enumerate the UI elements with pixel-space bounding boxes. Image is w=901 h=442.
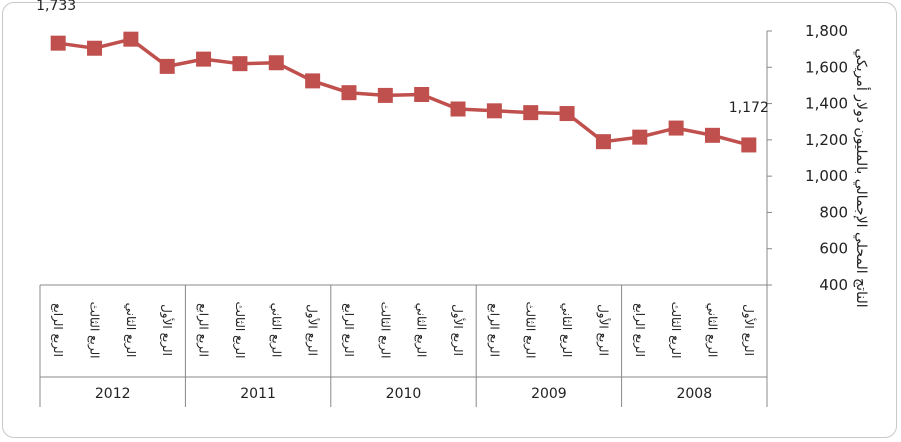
y-tick-label: 1,400 <box>805 95 848 113</box>
quarter-label: الربع الأول <box>741 304 757 356</box>
quarter-label: الربع الثالث <box>668 302 683 359</box>
quarter-label: الربع الأول <box>450 304 466 356</box>
y-tick-label: 600 <box>819 240 848 258</box>
data-point-marker <box>414 87 430 102</box>
data-label: 1,733 <box>36 0 76 14</box>
y-tick-label: 1,600 <box>805 58 848 76</box>
data-labels: 1,172 1,733 <box>36 0 769 116</box>
data-point-marker <box>196 51 212 67</box>
data-point-marker <box>523 105 539 121</box>
data-point-marker <box>123 31 139 47</box>
year-label: 2011 <box>240 386 276 402</box>
quarter-label: الربع الرابع <box>196 303 211 357</box>
year-label: 2012 <box>95 386 131 402</box>
data-point-marker <box>450 101 466 117</box>
quarter-label: الربع الثالث <box>523 302 538 359</box>
data-point-marker <box>87 40 103 56</box>
quarter-label: الربع الثالث <box>377 302 392 359</box>
year-label: 2010 <box>386 386 422 402</box>
data-point-marker <box>341 85 357 101</box>
series-points <box>50 31 757 153</box>
quarter-label: الربع الرابع <box>632 303 647 357</box>
y-axis-label: الناتج المحلي الإجمالي بالمليون دولار أم… <box>853 48 871 307</box>
data-point-marker <box>232 56 248 72</box>
y-tick-label: 800 <box>819 203 848 221</box>
quarter-label: الربع الثاني <box>559 303 574 358</box>
quarter-label: الربع الثاني <box>414 303 429 358</box>
y-tick-label: 1,200 <box>805 131 848 149</box>
year-label: 2009 <box>531 386 567 402</box>
quarter-label: الربع الأول <box>595 304 611 356</box>
quarter-label: الربع الأول <box>305 304 321 356</box>
data-point-marker <box>668 120 684 136</box>
y-tick-label: 1,800 <box>805 22 848 40</box>
chart-axes <box>39 30 772 407</box>
data-point-marker <box>704 127 720 143</box>
data-point-marker <box>486 103 502 119</box>
quarter-label: الربع الرابع <box>341 303 356 357</box>
x-axis-categories: الربع الأول الربع الثاني الربع الثالث الربع… <box>50 302 757 402</box>
series-line-path <box>57 37 750 147</box>
data-point-marker <box>595 134 611 150</box>
y-tick-label: 1,000 <box>805 167 848 185</box>
data-label: 1,172 <box>729 100 769 116</box>
data-point-marker <box>268 55 284 71</box>
data-point-marker <box>559 106 575 122</box>
data-point-marker <box>159 58 175 74</box>
series-line <box>57 37 750 147</box>
quarter-label: الربع الثاني <box>704 303 719 358</box>
quarter-label: الربع الثالث <box>232 302 247 359</box>
chart-frame <box>2 2 897 438</box>
quarter-label: الربع الثاني <box>268 303 283 358</box>
data-point-marker <box>632 129 648 145</box>
data-point-marker <box>50 35 66 51</box>
quarter-label: الربع الثالث <box>87 302 102 359</box>
y-axis-ticks: 1,800 1,600 1,400 1,200 1,000 800 600 400 <box>805 22 848 294</box>
year-label: 2008 <box>676 386 712 402</box>
data-point-marker <box>305 73 321 89</box>
quarter-label: الربع الثاني <box>123 303 138 358</box>
data-point-marker <box>377 87 393 103</box>
quarter-label: الربع الأول <box>159 304 175 356</box>
y-tick-label: 400 <box>819 276 848 294</box>
quarter-label: الربع الرابع <box>50 303 65 357</box>
data-point-marker <box>741 137 757 153</box>
quarter-label: الربع الرابع <box>486 303 501 357</box>
